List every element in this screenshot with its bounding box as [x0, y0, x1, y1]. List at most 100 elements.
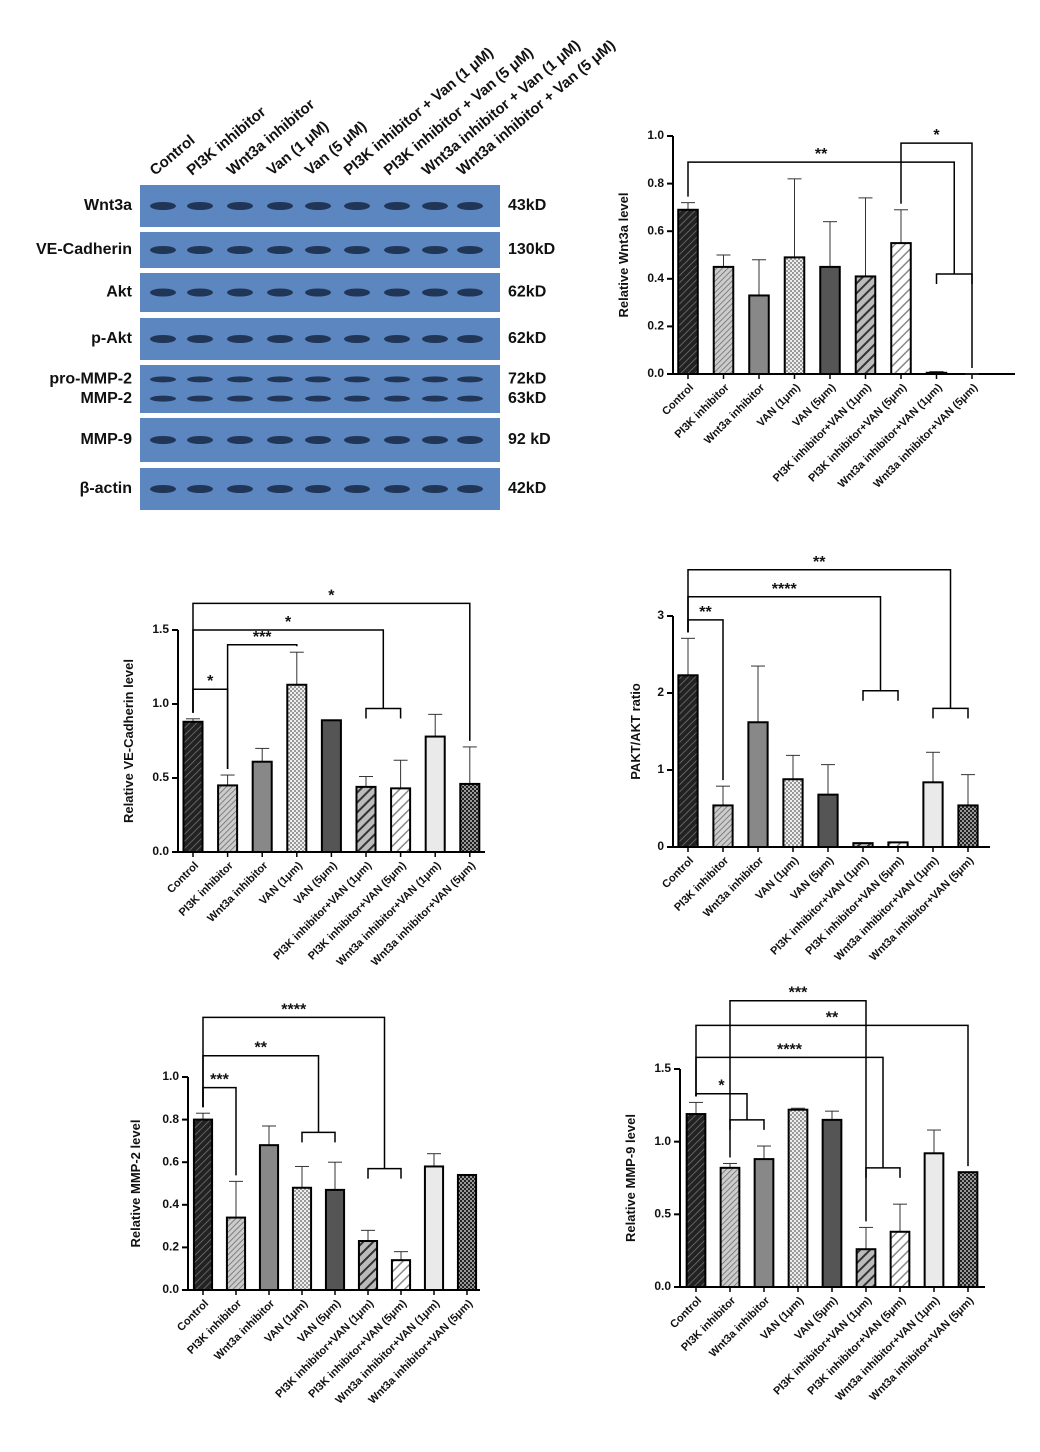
bar — [355, 785, 377, 854]
band — [267, 202, 293, 210]
bracket — [226, 644, 298, 770]
band — [384, 436, 410, 444]
significance-label: ** — [826, 1009, 839, 1026]
band — [457, 376, 483, 383]
bar — [192, 1118, 214, 1291]
band — [344, 436, 370, 444]
significance-label: * — [718, 1078, 725, 1095]
band — [267, 395, 293, 402]
bar — [357, 1240, 379, 1292]
band — [422, 246, 448, 254]
band — [305, 288, 331, 297]
band — [267, 436, 293, 444]
band — [227, 436, 253, 444]
blot-size-label: 43kD — [508, 197, 546, 214]
x-tick-label: Wnt3a inhibitor — [205, 859, 271, 925]
x-tick-label: Wnt3a inhibitor — [707, 1294, 773, 1360]
bar — [424, 735, 446, 853]
y-tick-label: 0.5 — [654, 1207, 671, 1221]
x-tick-label: Wnt3a inhibitor — [701, 854, 767, 920]
blot-panel — [140, 365, 500, 413]
blot-row-label: MMP-9 — [80, 431, 132, 448]
band — [384, 202, 410, 210]
significance-label: **** — [772, 581, 798, 598]
blot-row-label: p-Akt — [91, 330, 133, 347]
blot-size-label: 42kD — [508, 480, 546, 497]
y-tick-label: 0.0 — [152, 844, 169, 858]
band — [227, 246, 253, 254]
band — [150, 288, 176, 297]
bracket — [687, 596, 882, 691]
band — [305, 395, 331, 402]
bar — [855, 1248, 877, 1289]
y-tick-label: 0.0 — [162, 1282, 179, 1296]
bar — [889, 1230, 911, 1288]
bar — [225, 1216, 247, 1291]
bar — [922, 781, 944, 849]
significance-label: **** — [281, 1001, 307, 1018]
bar — [819, 265, 841, 375]
sub-bracket — [862, 689, 899, 701]
bar — [685, 1113, 707, 1289]
y-tick-label: 1.5 — [152, 622, 169, 636]
blot-row-label: MMP-2 — [80, 390, 132, 407]
bar — [817, 793, 839, 849]
y-tick-label: 0.4 — [647, 271, 664, 285]
blot-size-label: 62kD — [508, 284, 546, 301]
significance-label: ** — [815, 146, 828, 163]
y-tick-label: 0.6 — [162, 1154, 179, 1168]
sub-bracket — [932, 707, 969, 719]
bracket — [202, 1016, 386, 1169]
band — [422, 395, 448, 402]
y-tick-label: 0.0 — [654, 1279, 671, 1293]
band — [305, 485, 331, 493]
band — [457, 246, 483, 254]
band — [150, 335, 176, 343]
band — [187, 436, 213, 444]
band — [305, 246, 331, 254]
blot-row-label: Wnt3a — [84, 197, 132, 214]
sub-bracket — [365, 707, 402, 719]
bar — [957, 804, 979, 848]
blot-row-label: pro-MMP-2 — [49, 371, 132, 388]
band — [187, 202, 213, 210]
bar — [782, 778, 804, 848]
band — [187, 288, 213, 297]
band — [150, 395, 176, 402]
bar — [783, 256, 806, 376]
y-tick-label: 0.6 — [647, 223, 664, 237]
bar — [854, 275, 877, 376]
blot-row-label: Akt — [106, 284, 132, 301]
y-tick-label: 1.5 — [654, 1061, 671, 1075]
band — [344, 395, 370, 402]
bar — [677, 674, 699, 848]
bar — [423, 1165, 445, 1291]
y-tick-label: 1.0 — [647, 128, 664, 142]
bar — [217, 784, 239, 854]
y-tick-label: 0.8 — [162, 1112, 179, 1126]
significance-label: * — [328, 587, 335, 604]
y-axis-label: PAKT/AKT ratio — [628, 683, 643, 780]
significance-label: *** — [210, 1072, 229, 1089]
sub-bracket — [367, 1167, 402, 1179]
bar — [747, 721, 769, 849]
band — [150, 485, 176, 493]
significance-label: * — [933, 127, 940, 144]
band — [457, 335, 483, 343]
band — [344, 376, 370, 383]
y-tick-label: 1.0 — [654, 1134, 671, 1148]
blot-size-label: 92 kD — [508, 431, 551, 448]
bar — [821, 1118, 843, 1289]
band — [344, 202, 370, 210]
y-tick-label: 0.8 — [647, 176, 664, 190]
band — [344, 485, 370, 493]
y-tick-label: 0.2 — [647, 319, 664, 333]
x-tick-label: Control — [660, 382, 696, 418]
bar — [787, 1108, 809, 1289]
band — [267, 376, 293, 383]
y-tick-label: 2 — [657, 685, 664, 699]
bar — [459, 782, 481, 853]
significance-label: ** — [699, 604, 712, 621]
